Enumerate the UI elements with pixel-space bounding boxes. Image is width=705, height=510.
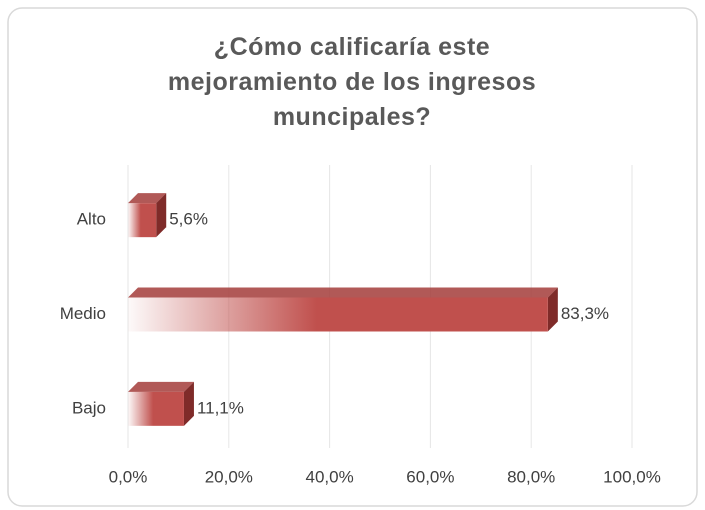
y-tick-label: Medio <box>60 304 106 323</box>
x-tick-label: 40,0% <box>305 467 353 486</box>
bar <box>128 203 157 238</box>
x-tick-label: 0,0% <box>109 467 148 486</box>
bar-top <box>128 193 167 204</box>
chart-title: ¿Cómo calificaría este mejoramiento de l… <box>167 33 537 131</box>
y-tick-label: Bajo <box>72 398 106 417</box>
bar-top <box>128 287 558 298</box>
x-tick-label: 80,0% <box>507 467 555 486</box>
bar-side <box>183 381 194 426</box>
data-label: 83,3% <box>561 304 609 323</box>
bar <box>128 391 184 426</box>
x-tick-label: 100,0% <box>603 467 661 486</box>
data-label: 5,6% <box>169 210 208 229</box>
bar-side <box>547 287 558 332</box>
chart-border <box>7 7 698 507</box>
bar <box>128 297 548 332</box>
bar-top <box>128 381 194 392</box>
x-tick-label: 60,0% <box>406 467 454 486</box>
y-tick-label: Alto <box>77 210 106 229</box>
bar-side <box>156 193 167 238</box>
data-label: 11,1% <box>197 398 244 417</box>
x-tick-label: 20,0% <box>205 467 253 486</box>
